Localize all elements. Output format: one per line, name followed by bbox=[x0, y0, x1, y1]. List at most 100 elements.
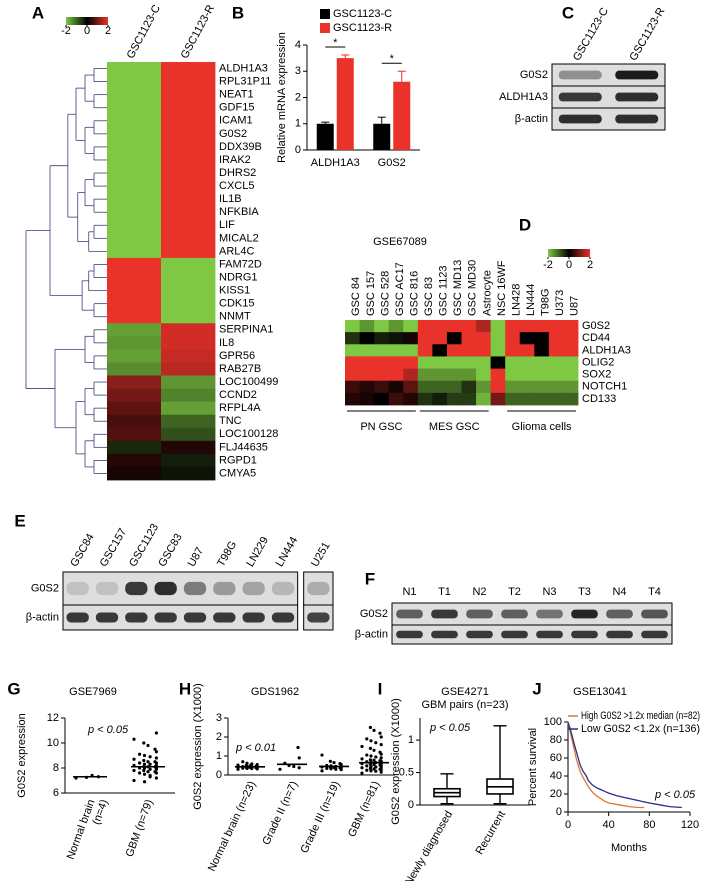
y-tick-label: 1 bbox=[216, 750, 222, 762]
heatmap-cell bbox=[388, 344, 404, 357]
heatmap-cell bbox=[534, 332, 550, 345]
heatmap-cell bbox=[107, 114, 162, 128]
data-point bbox=[374, 755, 378, 759]
heatmap-cell bbox=[417, 332, 433, 345]
row-label: CMYA5 bbox=[219, 467, 256, 479]
heatmap-cell bbox=[107, 466, 162, 481]
column-label: Astrocyte bbox=[481, 270, 493, 316]
blot-band bbox=[606, 609, 633, 619]
heatmap-cell bbox=[534, 380, 550, 394]
blot-band bbox=[154, 612, 177, 623]
row-label: β-actin bbox=[515, 113, 548, 125]
heatmap-cell bbox=[505, 392, 521, 406]
heatmap-cell bbox=[388, 380, 404, 394]
data-point bbox=[146, 760, 150, 764]
row-label: MICAL2 bbox=[219, 232, 259, 244]
heatmap-cell bbox=[563, 380, 579, 394]
data-point bbox=[154, 750, 158, 754]
heatmap-cell bbox=[519, 392, 535, 406]
data-point bbox=[153, 760, 157, 764]
blot-band bbox=[271, 612, 295, 623]
data-point bbox=[278, 767, 282, 771]
column-label: GSC MD13 bbox=[452, 260, 464, 316]
blot-band bbox=[95, 612, 119, 623]
row-label: ALDH1A3 bbox=[219, 62, 268, 74]
row-label: ARL4C bbox=[219, 245, 255, 257]
data-point bbox=[372, 758, 376, 762]
heatmap-cell bbox=[476, 320, 492, 333]
heatmap-cell bbox=[534, 356, 550, 369]
row-label: DDX39B bbox=[219, 141, 262, 153]
panel-letter: J bbox=[532, 679, 541, 698]
heatmap-cell bbox=[161, 440, 216, 455]
data-point bbox=[138, 761, 142, 765]
heatmap-cell bbox=[107, 401, 162, 416]
data-point bbox=[360, 744, 364, 749]
data-point bbox=[142, 768, 146, 773]
heatmap-cell bbox=[161, 192, 216, 207]
heatmap-cell bbox=[534, 392, 550, 406]
data-point bbox=[132, 778, 136, 783]
row-label: G0S2 bbox=[219, 128, 247, 140]
data-point bbox=[255, 762, 259, 767]
heatmap-cell bbox=[417, 380, 433, 394]
column-label: GSC 528 bbox=[379, 271, 391, 316]
panel-letter: I bbox=[378, 679, 383, 698]
column-label: GSC AC17 bbox=[394, 262, 406, 316]
heatmap-cell bbox=[403, 344, 419, 357]
panel-letter: E bbox=[14, 511, 25, 530]
heatmap-cell bbox=[107, 310, 162, 324]
heatmap-cell bbox=[548, 356, 564, 369]
bar bbox=[393, 81, 411, 150]
heatmap-cell bbox=[388, 356, 404, 369]
heatmap-cell bbox=[563, 344, 579, 357]
data-point bbox=[379, 743, 383, 747]
heatmap-cell bbox=[490, 356, 506, 369]
heatmap-cell bbox=[107, 323, 162, 337]
blot-band bbox=[466, 609, 493, 619]
p-value: p < 0.05 bbox=[654, 789, 696, 801]
x-axis-label: Months bbox=[611, 842, 648, 854]
heatmap-cell bbox=[476, 332, 492, 345]
column-label: T98G bbox=[540, 288, 552, 316]
legend-label: High G0S2 >1.2x median (n=82) bbox=[581, 710, 700, 722]
row-label: NEAT1 bbox=[219, 89, 254, 101]
y-axis-label: Percent survival bbox=[527, 728, 539, 806]
y-tick-label: 0 bbox=[556, 806, 562, 818]
row-label: IL8 bbox=[219, 337, 234, 349]
blot-band bbox=[66, 581, 89, 596]
survival-curve bbox=[567, 721, 645, 809]
significance-mark: * bbox=[390, 53, 395, 65]
blot-frame bbox=[391, 624, 673, 645]
heatmap-cell bbox=[107, 231, 162, 246]
heatmap-cell bbox=[461, 380, 477, 394]
row-label: OLIG2 bbox=[582, 356, 614, 368]
heatmap-cell bbox=[374, 344, 390, 357]
x-tick-label: 0 bbox=[565, 819, 571, 831]
blot-band bbox=[125, 612, 148, 623]
data-point bbox=[365, 764, 369, 768]
data-point bbox=[328, 759, 332, 763]
heatmap-cell bbox=[461, 320, 477, 333]
lane-label: T1 bbox=[438, 586, 451, 598]
data-point bbox=[154, 731, 158, 735]
heatmap-cell bbox=[161, 336, 216, 350]
heatmap-cell bbox=[374, 320, 390, 333]
heatmap-cell bbox=[107, 349, 162, 363]
heatmap-cell bbox=[548, 380, 564, 394]
heatmap-cell bbox=[432, 320, 448, 333]
y-tick-label: 2 bbox=[295, 91, 301, 103]
blot-band bbox=[558, 70, 602, 80]
row-label: ALDH1A3 bbox=[499, 91, 548, 103]
blot-band bbox=[396, 630, 423, 639]
row-label: RFPL4A bbox=[219, 402, 261, 414]
heatmap-cell bbox=[461, 332, 477, 345]
data-point bbox=[372, 748, 376, 752]
row-label: RGPD1 bbox=[219, 454, 257, 466]
heatmap-cell bbox=[107, 414, 162, 429]
heatmap-cell bbox=[432, 368, 448, 382]
blot-band bbox=[66, 612, 89, 623]
heatmap-cell bbox=[490, 392, 506, 406]
heatmap-cell bbox=[490, 332, 506, 345]
data-point bbox=[142, 753, 147, 758]
